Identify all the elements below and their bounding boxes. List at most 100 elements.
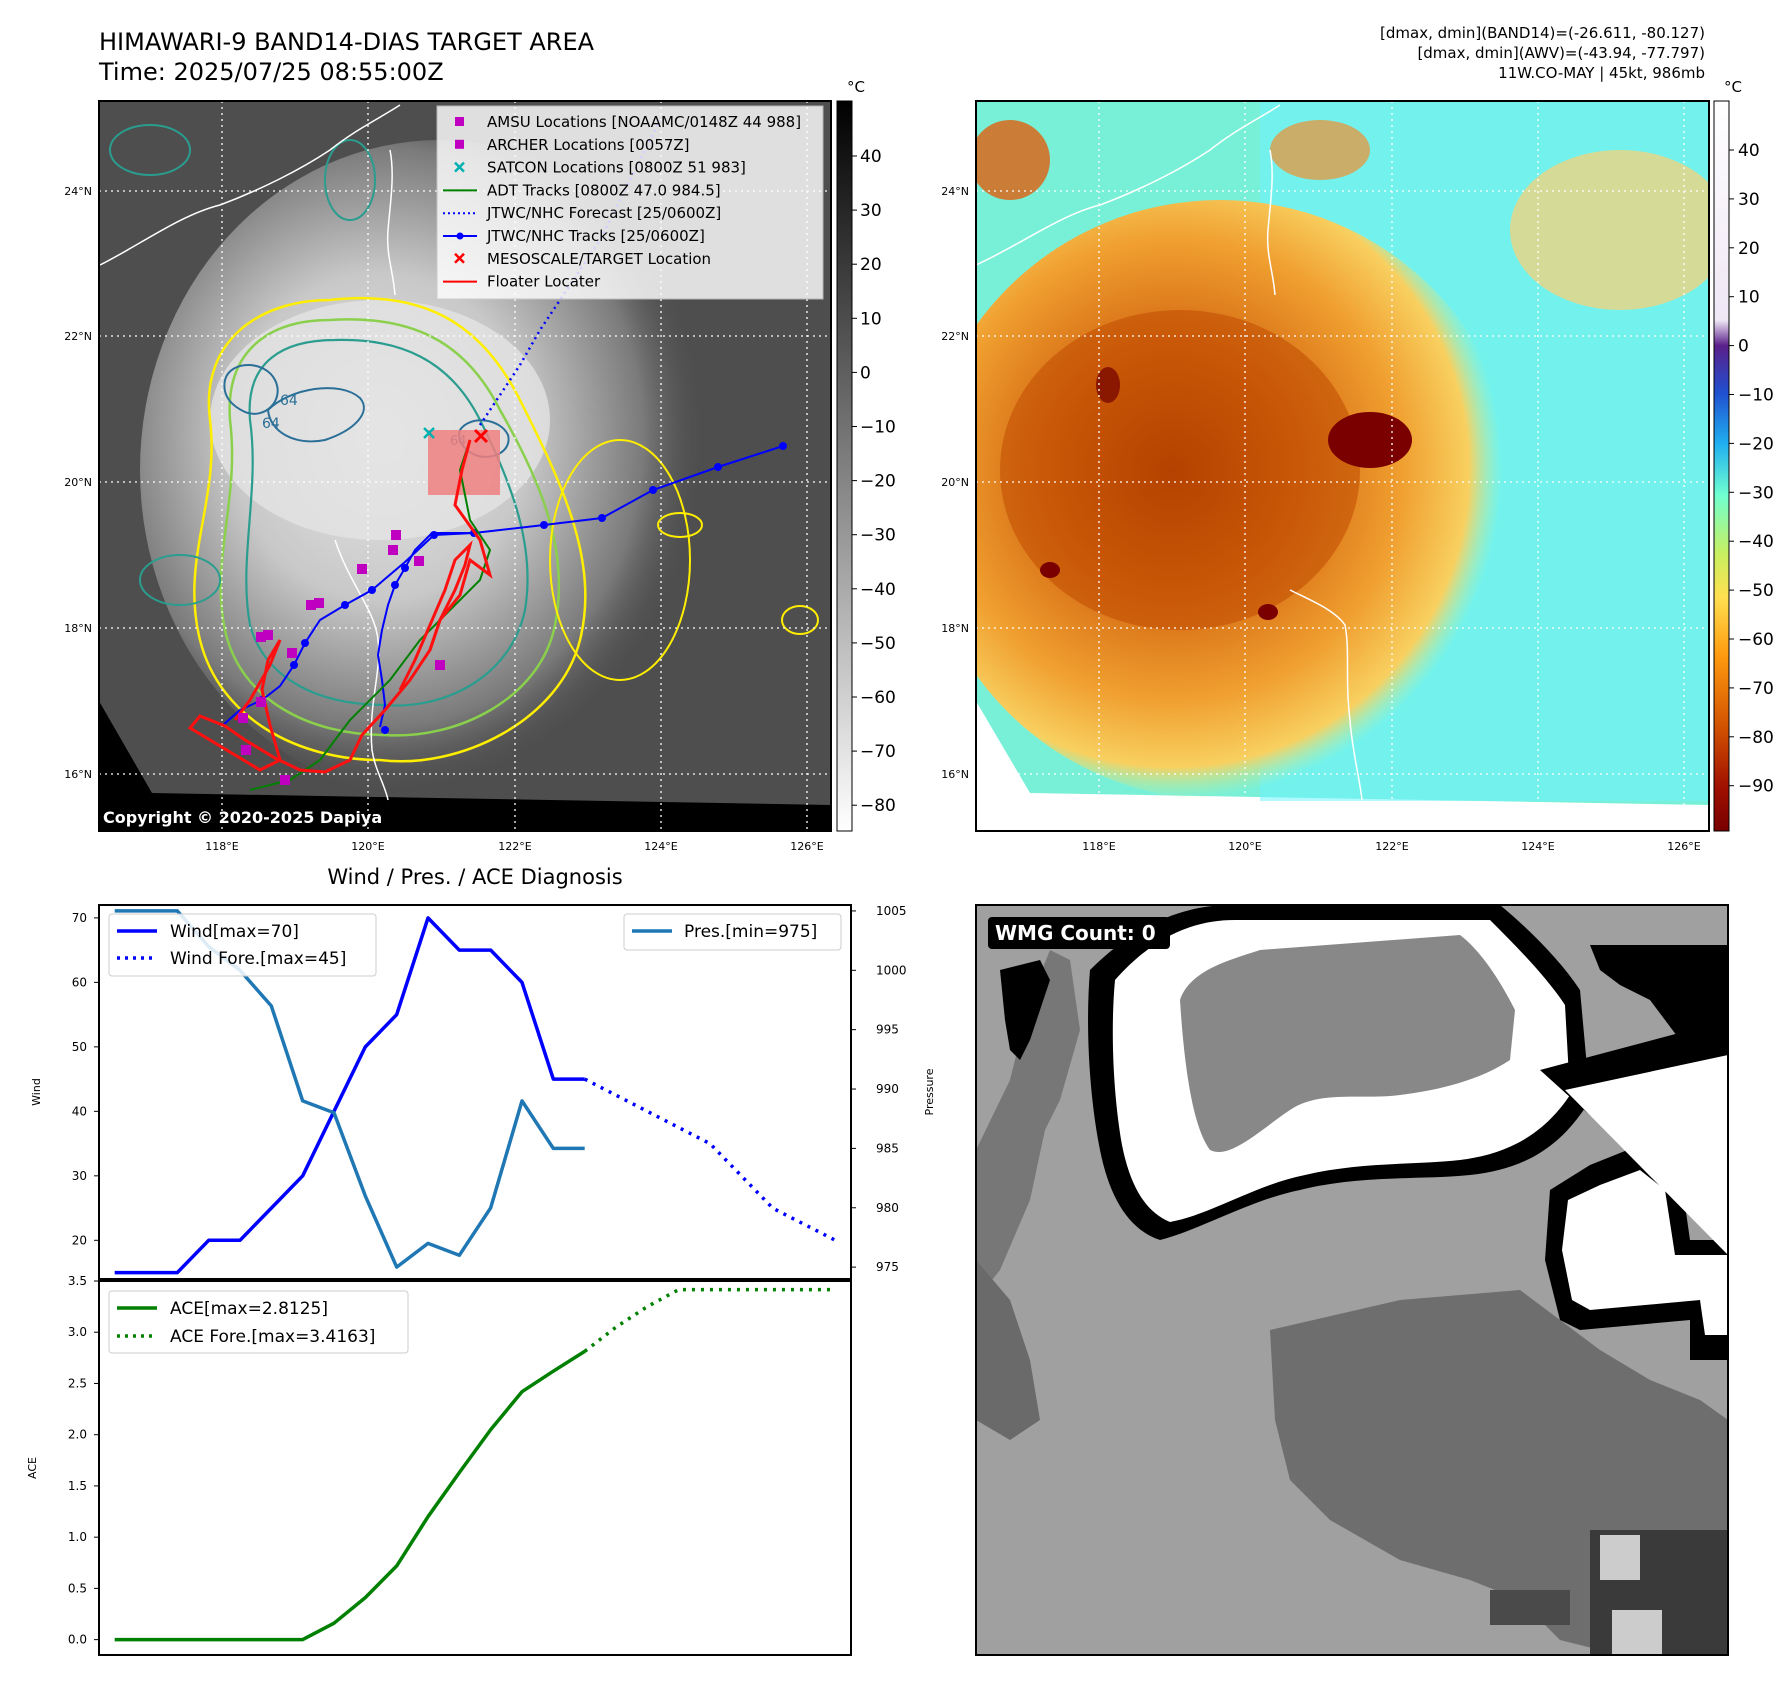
colorbar-color: [1713, 100, 1730, 832]
legend-entry: JTWC/NHC Tracks [25/0600Z]: [443, 227, 705, 245]
lon-label: 120°E: [351, 840, 384, 853]
colorbar-tick-label: 0: [860, 363, 871, 383]
ir-grayscale-map: 64 64 64: [64, 100, 832, 853]
legend-marker: [454, 252, 465, 264]
lat-label: 16°N: [64, 768, 92, 781]
colorbar-tick-label: 10: [860, 309, 882, 329]
lat-label: 18°N: [941, 622, 969, 635]
pressure-legend-box: [623, 913, 842, 951]
colorbar-tick-label: −70: [860, 742, 896, 762]
contour-yellow: [193, 296, 587, 763]
colorbar-tick-label: −20: [860, 472, 896, 492]
lon-label: 118°E: [205, 840, 238, 853]
y-tick-label: 2.0: [68, 1428, 87, 1442]
colorbar-tick-label: −80: [1738, 728, 1774, 748]
contour-yellow: [781, 605, 819, 635]
y-tick-label: 3.0: [68, 1325, 87, 1339]
colorbar-tick-label: 0: [1738, 337, 1749, 357]
legend-entry: Floater Locater: [443, 273, 601, 291]
y-tick-label: 50: [72, 1040, 87, 1054]
legend-wind-fore: Wind Fore.[max=45]: [170, 949, 346, 969]
satcon-marker: [423, 427, 435, 439]
colorbar-tick-label: −10: [1738, 386, 1774, 406]
legend-label: SATCON Locations [0800Z 51 983]: [487, 159, 746, 177]
contour-yellow: [657, 512, 703, 538]
legend-entry: SATCON Locations [0800Z 51 983]: [454, 159, 746, 177]
series-line-0: [114, 916, 585, 1275]
y2-tick-label: 1000: [876, 963, 907, 977]
amsu-markers: [238, 530, 445, 785]
colorbar-left: °C 40 30 20 10 0 −10 −20 −30 −40 −50 −60 −70 −80: [836, 78, 896, 832]
cloud-cell: [1270, 120, 1370, 180]
colorbar-tick-label: 30: [860, 201, 882, 221]
contour-teal: [109, 124, 191, 176]
legend-label: Floater Locater: [487, 273, 601, 291]
series-line-1: [583, 1077, 837, 1242]
jtwc-track-points: [258, 442, 787, 734]
colorbar-tick-label: −90: [1738, 777, 1774, 797]
map-left-lon-labels: 118°E 120°E 122°E 124°E 126°E: [205, 840, 823, 853]
contour-label: 64: [280, 393, 298, 409]
colorbar-tick-label: −80: [860, 796, 896, 816]
lat-label: 20°N: [941, 476, 969, 489]
map-legend-box: [436, 105, 824, 300]
figure-time: Time: 2025/07/25 08:55:00Z: [98, 58, 444, 86]
lon-label: 122°E: [498, 840, 531, 853]
wmg-region-dark: [976, 1260, 1040, 1440]
colorbar-tick-label: −60: [1738, 630, 1774, 650]
y-tick-label: 1.0: [68, 1530, 87, 1544]
ace-panel: 0.0 0.5 1.0 1.5 2.0 2.5 3.0 3.5 ACE ACE[max=2.8…: [26, 1274, 852, 1656]
lat-label: 20°N: [64, 476, 92, 489]
y2-tick-label: 995: [876, 1023, 899, 1037]
map-left-lat-labels: 24°N 22°N 20°N 18°N 16°N: [64, 185, 92, 781]
coastline-china: [976, 104, 1281, 266]
legend-entry: JTWC/NHC Forecast [25/0600Z]: [443, 204, 721, 222]
legend-marker: [456, 232, 464, 240]
floater-locater: [187, 439, 493, 774]
lat-label: 18°N: [64, 622, 92, 635]
wind-legend-box: [108, 913, 377, 977]
wind-plot: 20 30 40 50 60 70 975 980 985 990 995 1000 1005: [72, 904, 907, 1275]
wind-axis-label: Wind: [30, 1078, 43, 1106]
colorbar-gray: [836, 100, 853, 832]
ace-plot: 0.0 0.5 1.0 1.5 2.0 2.5 3.0 3.5: [68, 1274, 836, 1647]
jtwc-track: [376, 445, 784, 728]
legend-label: ARCHER Locations [0057Z]: [487, 136, 690, 154]
lon-label: 118°E: [1082, 840, 1115, 853]
coastline-luzon: [334, 539, 389, 801]
legend-label: MESOSCALE/TARGET Location: [487, 250, 711, 268]
lat-label: 22°N: [64, 330, 92, 343]
colorbar-tick-label: 40: [1738, 141, 1760, 161]
legend-entry: ADT Tracks [0800Z 47.0 984.5]: [443, 181, 721, 199]
contour-cold: [266, 387, 365, 443]
wmg-black-band: [1000, 960, 1050, 1060]
wmg-region-dark: [976, 950, 1080, 1300]
wind-pressure-panel: 20 30 40 50 60 70 975 980 985 990 995 1000 1005 Wind…: [30, 904, 936, 1280]
cold-top: [1096, 367, 1120, 403]
contour-teal: [324, 139, 376, 221]
map-gridlines: [976, 101, 1709, 831]
ace-legend: ACE[max=2.8125] ACE Fore.[max=3.4163]: [108, 1290, 409, 1354]
colorbar-tick-label: −30: [1738, 483, 1774, 503]
lat-label: 16°N: [941, 768, 969, 781]
band14-range: [dmax, dmin](BAND14)=(-26.611, -80.127): [1380, 24, 1705, 42]
contour-label: 64: [262, 416, 280, 432]
y2-tick-label: 985: [876, 1141, 899, 1155]
legend-entry: MESOSCALE/TARGET Location: [454, 250, 711, 268]
y-tick-label: 30: [72, 1169, 87, 1183]
colorbar-unit: °C: [847, 78, 865, 96]
coastline-taiwan: [1266, 149, 1276, 296]
colorbar-unit: °C: [1724, 78, 1742, 96]
y2-tick-label: 990: [876, 1082, 899, 1096]
legend-entry: AMSU Locations [NOAAMC/0148Z 44 988]: [455, 113, 801, 131]
coastline-china: [99, 104, 401, 266]
legend-marker: [455, 117, 464, 126]
colorbar-tick-label: −10: [860, 418, 896, 438]
legend-marker: [455, 139, 464, 149]
legend-ace-fore: ACE Fore.[max=3.4163]: [170, 1327, 375, 1347]
figure-header: HIMAWARI-9 BAND14-DIAS TARGET AREA Time:…: [98, 24, 1705, 86]
pressure-axis-label: Pressure: [923, 1068, 936, 1115]
series-line-10: [114, 1349, 586, 1642]
cold-top: [1258, 604, 1278, 620]
wmg-frame: [975, 904, 1729, 1656]
